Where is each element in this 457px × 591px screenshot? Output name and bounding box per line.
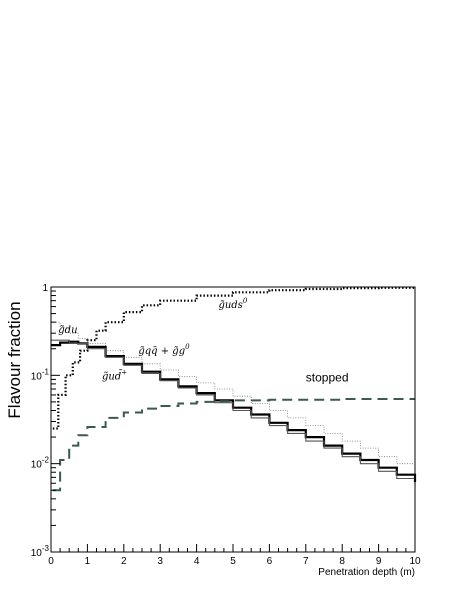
x-tick-label: 8 [339, 556, 345, 567]
x-tick-label: 3 [157, 556, 163, 567]
x-tick-label: 0 [48, 556, 54, 567]
x-tick-label: 1 [85, 556, 91, 567]
series-thin-steps [51, 321, 416, 470]
x-tick-label: 6 [267, 556, 273, 567]
x-tick-label: 5 [230, 556, 236, 567]
x-tick-label: 7 [303, 556, 309, 567]
y-tick-label: 10-1 [31, 367, 50, 382]
y-tick-label: 10-2 [31, 456, 50, 471]
annotation-layer: g̃uds0 g̃du g̃qq̄ + g̃g0 g̃ud̄+ stopped [58, 297, 348, 385]
annotation-uds: g̃uds0 [218, 297, 247, 311]
axis-layer: 0 1 2 3 4 5 6 7 8 9 10 10-3 10-2 10-1 1 [31, 283, 421, 567]
series-dashed [52, 398, 415, 492]
series-dotted-steps [52, 286, 417, 430]
x-tick-label: 10 [409, 556, 421, 567]
y-tick-label: 10-3 [31, 544, 50, 559]
annotation-gq: g̃qq̄ + g̃g0 [138, 343, 190, 357]
x-axis-title: Penetration depth (m) [318, 567, 415, 578]
annotation-du: g̃du [58, 325, 77, 336]
x-tick-label: 4 [194, 556, 200, 567]
series-gray-steps [51, 339, 416, 487]
annotation-stopped: stopped [306, 371, 349, 385]
annotation-ud: g̃ud̄+ [102, 368, 127, 382]
series-layer [51, 286, 417, 492]
y-tick-label: 1 [42, 283, 48, 294]
x-tick-label: 9 [376, 556, 382, 567]
x-tick-label: 2 [121, 556, 127, 567]
y-axis-title: Flavour fraction [5, 301, 24, 418]
